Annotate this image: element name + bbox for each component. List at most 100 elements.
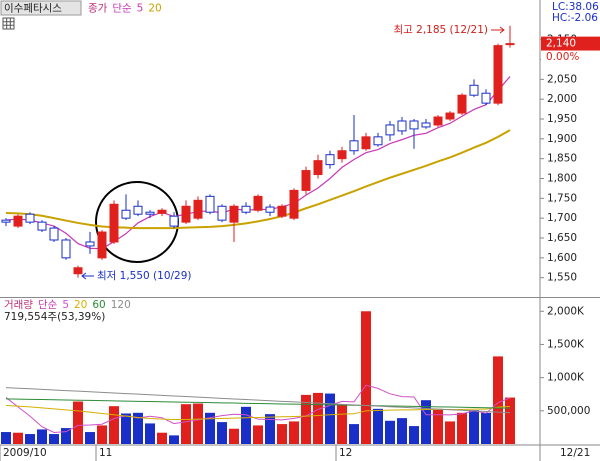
volume-bar [205, 412, 215, 444]
candle-body [325, 154, 335, 166]
legend-label: 거래량 [4, 299, 33, 311]
volume-average-line [5, 387, 511, 414]
candle-body [445, 112, 455, 120]
candle-body [409, 120, 419, 130]
volume-bar [121, 413, 131, 444]
y-tick-label: 1,550 [547, 272, 577, 284]
volume-bar [337, 404, 347, 444]
volume-bar [241, 406, 251, 444]
moving-average-line [5, 129, 511, 230]
candle-body [241, 205, 251, 213]
volume-bar [289, 421, 299, 444]
volume-bar [325, 393, 335, 444]
candle-body [37, 221, 47, 231]
volume-bar [145, 423, 155, 444]
volume-bar [265, 414, 275, 444]
volume-bar [277, 424, 287, 444]
candle-body [1, 219, 11, 223]
volume-bar [133, 412, 143, 444]
candle-body [289, 189, 299, 219]
candle-body [469, 84, 479, 96]
y-tick-label: 1,850 [547, 153, 577, 165]
volume-average-line [5, 384, 511, 433]
candle-body [205, 195, 215, 213]
legend-entry: 120 [111, 299, 131, 311]
stock-name[interactable]: 이수페타시스 [4, 3, 62, 15]
y-tick-label: 1,500K [547, 338, 585, 350]
candle-body [361, 136, 371, 150]
candle-body [181, 205, 191, 223]
volume-bar [505, 397, 515, 444]
y-tick-label: 2,050 [547, 73, 577, 85]
candle-body [313, 160, 323, 176]
candle-body [253, 195, 263, 211]
stock-button[interactable] [0, 0, 82, 16]
candle-body [97, 231, 107, 259]
volume-bar [361, 311, 371, 444]
change-label: 0.00% [546, 51, 579, 63]
candle-body [133, 205, 143, 215]
current-price-label: 2,140 [546, 38, 576, 50]
volume-bar [169, 435, 179, 444]
high-annotation: 최고 2,185 (12/21) [393, 24, 488, 36]
plot-layer: 종가 단순 5 201,5501,6001,6501,7001,7501,8001,8… [0, 3, 600, 461]
candle-body [265, 206, 275, 213]
candle-body [349, 140, 359, 152]
volume-bar [49, 434, 59, 444]
legend-entry: 20 [148, 3, 161, 15]
candle-body [373, 136, 383, 146]
candle-body [493, 45, 503, 104]
grid-icon[interactable] [2, 17, 15, 30]
volume-bar [25, 434, 35, 444]
y-tick-label: 2,000 [547, 93, 577, 105]
candle-body [13, 215, 23, 227]
volume-average-line [5, 405, 511, 420]
candle-body [217, 205, 227, 221]
volume-bar [373, 408, 383, 444]
y-tick-label: 1,600 [547, 252, 577, 264]
volume-bar [313, 392, 323, 444]
volume-average-line [5, 398, 511, 409]
lc-label: LC:38.06 [552, 1, 599, 13]
candle-body [61, 239, 71, 259]
candle-body [301, 170, 311, 191]
candle-body [421, 122, 431, 128]
legend-entry: 5 [62, 299, 69, 311]
legend-entry: 20 [74, 299, 87, 311]
change-bg [541, 50, 600, 64]
y-tick-label: 2,000K [547, 305, 585, 317]
candle-body [505, 43, 515, 46]
volume-bar [109, 406, 119, 444]
volume-bar [433, 408, 443, 444]
volume-bar [73, 401, 83, 444]
volume-bar [37, 429, 47, 444]
x-tick-label: 12 [339, 447, 352, 459]
legend-entry: 5 [137, 3, 144, 15]
volume-bar [1, 432, 11, 444]
volume-bar [301, 394, 311, 444]
hc-label: HC:-2.06 [552, 12, 598, 24]
icon-grid [3, 18, 14, 29]
volume-bar [193, 403, 203, 444]
volume-bar [157, 432, 167, 444]
volume-bar [493, 356, 503, 444]
volume-bar [97, 425, 107, 444]
volume-bar [445, 421, 455, 444]
candle-body [337, 150, 347, 160]
candle-body [397, 120, 407, 132]
legend-label: 단순 [38, 299, 58, 311]
legend-entry: 60 [92, 299, 105, 311]
candle-body [49, 227, 59, 241]
y-tick-label: 1,950 [547, 113, 577, 125]
candle-body [229, 205, 239, 223]
y-tick-label: 1,700 [547, 212, 577, 224]
candle-body [109, 203, 119, 243]
y-tick-label: 1,000K [547, 372, 585, 384]
candle-body [385, 124, 395, 136]
y-tick-label: 500,000 [547, 405, 590, 417]
volume-bar [385, 420, 395, 444]
candle-body [481, 92, 491, 104]
y-tick-label: 1,900 [547, 133, 577, 145]
candle-body [157, 209, 167, 214]
